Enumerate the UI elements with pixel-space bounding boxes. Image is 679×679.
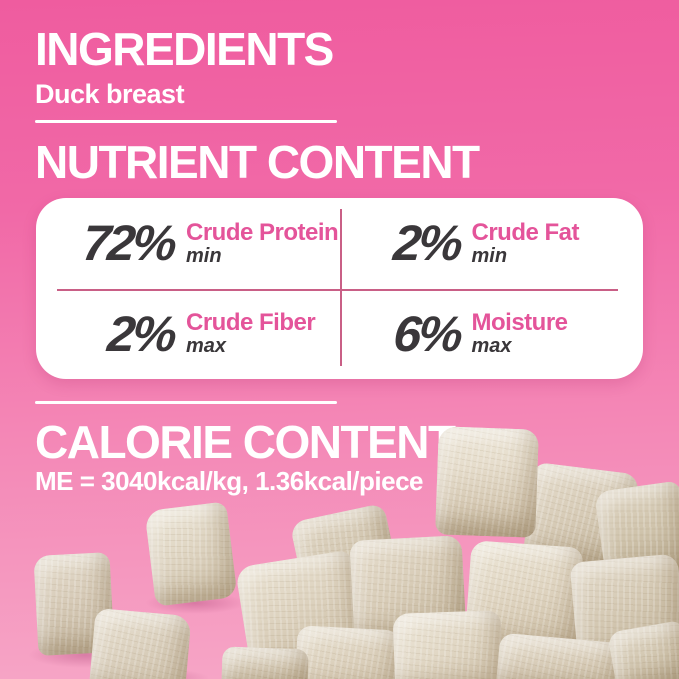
treat-cube [392,610,504,679]
treat-cube [607,619,679,679]
treat-cube [569,553,679,669]
treat-cube [594,480,679,584]
treat-cube [33,552,115,656]
treat-cube [495,632,625,679]
nutrient-value: 2% [105,305,177,362]
cube-shadow [90,668,210,679]
treat-cube [522,461,640,571]
section-divider [35,120,337,123]
cube-shadow [145,592,245,614]
cube-shadow [28,642,143,668]
nutrient-qualifier: min [186,244,222,267]
nutrient-label: Crude Protein [186,218,339,246]
treat-cube [289,503,403,613]
nutrient-cell-moisture: 6% Moisture max [340,289,644,380]
ingredients-value: Duck breast [35,79,185,109]
treat-cube [234,549,370,679]
nutrient-value: 72% [80,215,177,272]
nutrient-label: Crude Fat [471,218,580,246]
nutrient-label: Crude Fiber [186,309,316,337]
nutrient-qualifier: max [471,335,512,358]
treat-cube [144,501,238,607]
nutrient-grid: 72% Crude Protein min 2% Crude Fat min 2… [36,198,643,379]
nutrient-qualifier: max [186,335,227,358]
treat-cube [464,540,584,654]
treat-cube [349,535,467,643]
nutrient-value: 2% [390,215,462,272]
ingredients-title: INGREDIENTS [35,23,334,75]
section-divider [35,401,337,404]
nutrient-title: NUTRIENT CONTENT [35,136,480,188]
panel-vertical-divider [339,209,342,366]
nutrient-cell-crude-protein: 72% Crude Protein min [36,198,340,289]
treat-cube [221,646,309,679]
treat-cube [88,607,192,679]
panel-horizontal-divider [57,288,618,291]
calorie-value: ME = 3040kcal/kg, 1.36kcal/piece [35,466,424,496]
nutrient-panel: 72% Crude Protein min 2% Crude Fat min 2… [36,198,643,379]
nutrient-value: 6% [390,305,462,362]
nutrient-cell-crude-fiber: 2% Crude Fiber max [36,289,340,380]
treat-cube [294,625,402,679]
calorie-title: CALORIE CONTENT [35,416,456,468]
nutrient-qualifier: min [471,244,508,267]
nutrient-cell-crude-fat: 2% Crude Fat min [340,198,644,289]
nutrient-label: Moisture [471,309,569,337]
